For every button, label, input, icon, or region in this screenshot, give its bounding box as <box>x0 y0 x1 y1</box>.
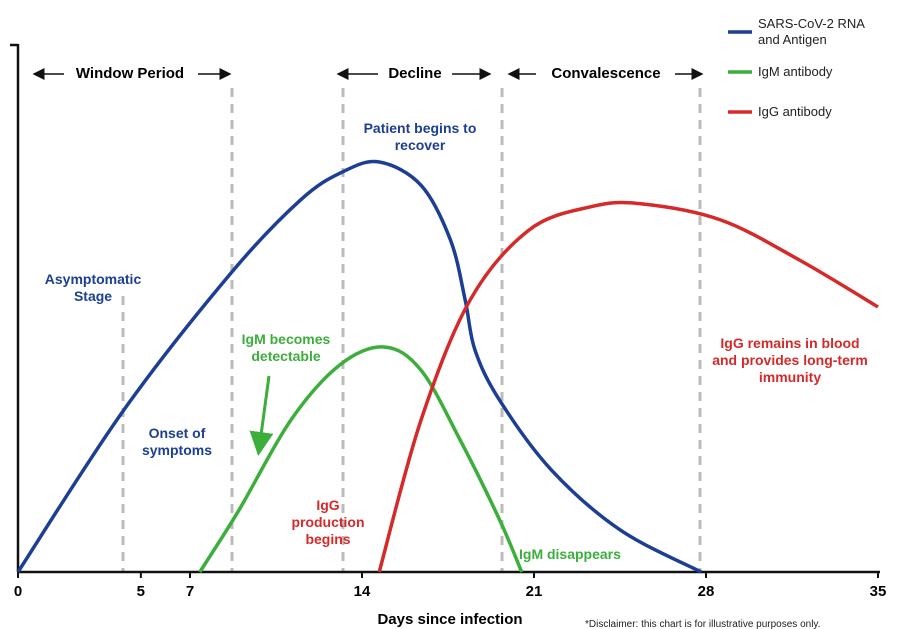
phase-label: Decline <box>388 65 442 82</box>
line-series <box>377 200 879 573</box>
legend-label: IgM antibody <box>758 64 833 79</box>
x-tick-label: 0 <box>14 583 22 600</box>
x-tick-label: 28 <box>698 583 715 600</box>
x-tick-label: 21 <box>526 583 543 600</box>
annotation: IgM disappears <box>519 546 621 562</box>
phase-label: Convalescence <box>551 65 661 82</box>
annotation: Onset of symptoms <box>141 425 213 458</box>
line-series <box>16 159 702 574</box>
annotation: IgG remains in blood and provides long-t… <box>712 335 868 385</box>
phase-dividers <box>121 88 702 572</box>
disclaimer: *Disclaimer: this chart is for illustrat… <box>585 619 821 629</box>
annotation: Asymptomatic Stage <box>44 271 142 304</box>
annotation-arrow <box>249 375 274 456</box>
legend-label: SARS-CoV-2 RNA and Antigen <box>758 16 865 47</box>
legend-label: IgG antibody <box>758 104 832 119</box>
axes <box>10 43 880 574</box>
phase-label: Window Period <box>75 65 185 82</box>
x-tick-label: 5 <box>137 583 145 600</box>
x-tick-label: 14 <box>354 583 371 600</box>
x-tick-label: 7 <box>186 583 194 600</box>
x-axis-label: Days since infection <box>377 611 522 628</box>
annotation: IgM becomes detectable <box>241 331 331 364</box>
annotation: IgG production begins <box>291 497 365 547</box>
annotation: Patient begins to recover <box>363 120 477 153</box>
x-tick-label: 35 <box>870 583 887 600</box>
line-series <box>198 345 524 573</box>
